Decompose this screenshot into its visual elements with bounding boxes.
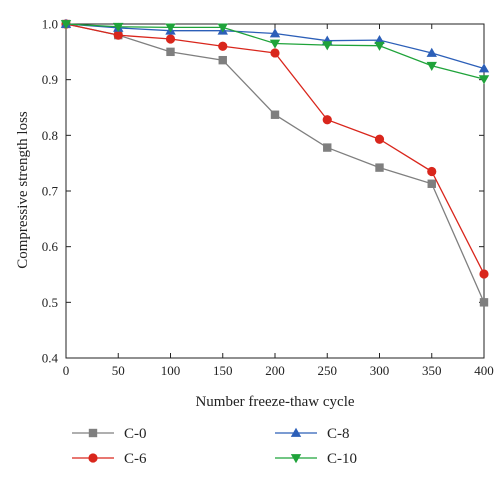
data-point-c-8 (269, 28, 281, 38)
plot-frame (65, 23, 485, 359)
data-point-c-6 (270, 48, 280, 58)
data-point-c-10 (322, 41, 333, 51)
y-axis-ticks: 0.4 0.5 0.6 0.7 0.8 0.9 1.0 (42, 17, 484, 366)
data-point-c-6 (113, 30, 123, 40)
data-point-c-10 (426, 61, 437, 71)
data-point-c-10 (113, 22, 124, 32)
x-tick-label: 0 (63, 363, 70, 378)
y-axis-title: Compressive strength loss (15, 111, 31, 269)
y-tick-label: 0.8 (42, 128, 58, 143)
x-tick-label: 300 (370, 363, 390, 378)
legend-marker-c-8 (290, 427, 302, 437)
legend-label-c-8: C-8 (327, 426, 350, 442)
data-point-c-0 (427, 179, 436, 188)
x-tick-label: 50 (112, 363, 125, 378)
y-tick-label: 0.5 (42, 295, 58, 310)
legend-marker-c-10 (290, 454, 302, 464)
y-tick-label: 0.7 (42, 184, 59, 199)
legend-marker-c-0 (88, 428, 98, 438)
data-point-c-0 (479, 298, 489, 307)
data-point-c-10 (478, 75, 490, 85)
plot-axes (65, 23, 485, 359)
data-point-c-0 (218, 55, 227, 65)
data-point-c-6 (218, 41, 228, 51)
data-series (60, 18, 490, 307)
data-point-c-10 (217, 23, 228, 33)
series-c-6 (61, 19, 489, 279)
y-tick-label: 0.4 (42, 351, 59, 366)
legend-label-c-10: C-10 (327, 451, 357, 467)
legend-item-c-0: C-0 (72, 426, 147, 442)
legend-marker-c-6 (88, 453, 98, 463)
legend-label-c-6: C-6 (124, 451, 147, 467)
data-point-c-6 (374, 134, 385, 144)
data-point-c-10 (60, 20, 72, 30)
data-point-c-10 (269, 39, 281, 49)
legend-item-c-10: C-10 (275, 451, 357, 467)
data-point-c-6 (427, 166, 437, 177)
legend: C-0 C-6 C-8 C-10 (72, 426, 357, 467)
y-tick-label: 0.6 (42, 239, 59, 254)
data-point-c-10 (165, 23, 176, 33)
x-axis-title: Number freeze-thaw cycle (195, 394, 354, 410)
y-tick-label: 1.0 (42, 17, 58, 32)
legend-item-c-6: C-6 (72, 451, 147, 467)
data-point-c-8 (426, 47, 437, 57)
x-tick-label: 400 (474, 363, 494, 378)
series-c-10 (60, 20, 490, 85)
x-tick-label: 100 (161, 363, 181, 378)
x-tick-label: 350 (422, 363, 442, 378)
data-point-c-0 (375, 163, 384, 172)
x-axis-ticks: 0 50 100 150 200 250 300 350 400 (63, 24, 494, 378)
legend-item-c-8: C-8 (275, 426, 350, 442)
x-tick-label: 150 (213, 363, 233, 378)
data-point-c-6 (165, 34, 176, 44)
x-tick-label: 200 (265, 363, 285, 378)
y-tick-label: 0.9 (42, 72, 58, 87)
data-point-c-8 (374, 34, 385, 45)
x-tick-label: 250 (318, 363, 338, 378)
data-point-c-8 (478, 63, 490, 73)
series-line-c-0 (65, 23, 485, 303)
legend-label-c-0: C-0 (124, 426, 147, 442)
data-point-c-10 (374, 41, 385, 51)
data-point-c-0 (323, 143, 332, 152)
data-point-c-6 (479, 269, 489, 279)
data-point-c-6 (322, 115, 332, 125)
data-point-c-0 (270, 110, 280, 119)
data-point-c-0 (166, 47, 175, 57)
